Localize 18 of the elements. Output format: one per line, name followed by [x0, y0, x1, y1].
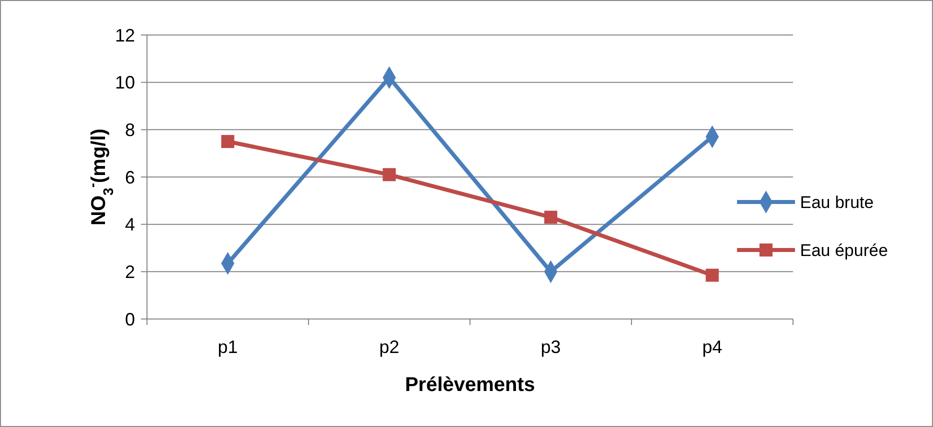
y-tick-label: 4: [124, 214, 135, 235]
y-tick-label: 0: [124, 309, 135, 330]
y-tick-label: 2: [124, 262, 135, 282]
legend-label: Eau brute: [800, 192, 874, 212]
x-tick-label: p2: [379, 337, 400, 357]
x-tick-label: p4: [702, 337, 722, 357]
x-tick-label: p1: [218, 337, 238, 357]
y-tick-label: 12: [114, 25, 135, 46]
y-tick-label: 10: [114, 72, 135, 93]
point: [382, 168, 396, 182]
y-tick-label: 8: [124, 120, 135, 140]
point: [706, 268, 719, 282]
x-axis-title: Prélèvements: [404, 374, 536, 396]
point: [221, 134, 234, 148]
y-tick-label: 6: [124, 167, 135, 188]
point: [544, 210, 558, 224]
legend-label: Eau épurée: [800, 240, 888, 260]
x-tick-label: p3: [540, 337, 561, 357]
